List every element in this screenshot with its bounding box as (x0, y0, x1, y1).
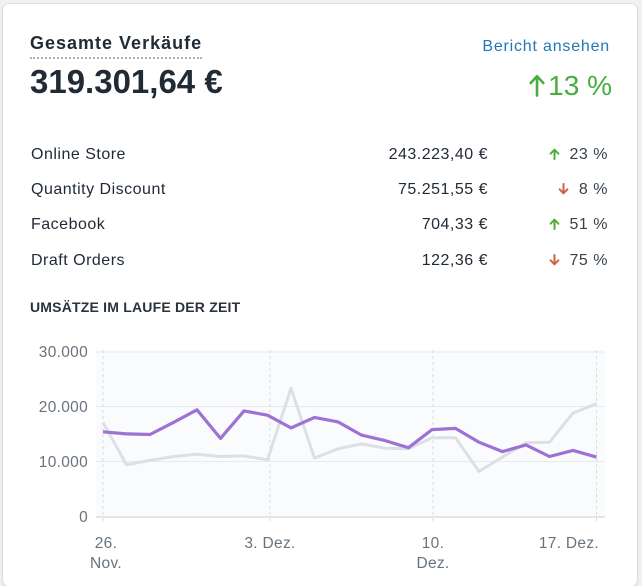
svg-text:10.000: 10.000 (39, 454, 88, 471)
svg-text:17. Dez.: 17. Dez. (539, 535, 599, 552)
svg-text:10.: 10. (422, 535, 444, 552)
svg-text:3. Dez.: 3. Dez. (244, 535, 295, 552)
svg-text:20.000: 20.000 (39, 399, 88, 416)
svg-text:30.000: 30.000 (39, 344, 88, 361)
svg-text:26.: 26. (95, 535, 117, 552)
svg-text:0: 0 (79, 509, 88, 526)
svg-text:Dez.: Dez. (416, 555, 449, 572)
svg-text:Nov.: Nov. (90, 555, 122, 572)
